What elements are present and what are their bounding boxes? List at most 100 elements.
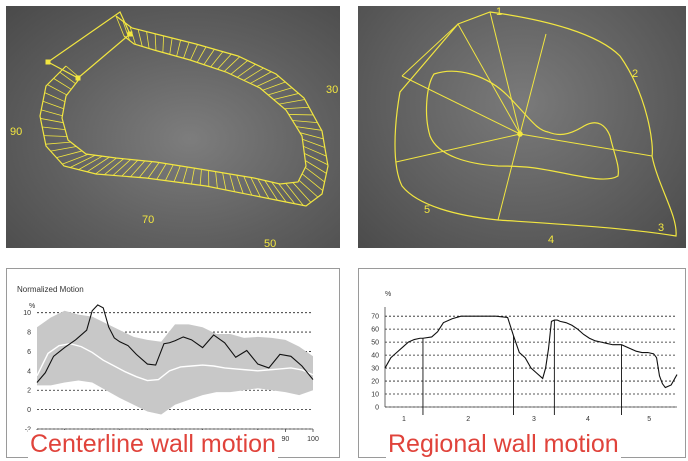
normal-range-band — [37, 310, 313, 415]
hatch-chord — [196, 46, 207, 63]
y-tick-label: 10 — [23, 310, 31, 317]
hatch-chord — [165, 164, 174, 181]
hatch-chord — [130, 160, 146, 178]
regional-motion-chart: % 0 10 20 30 40 50 60 70 1 2 3 4 5 — [358, 268, 686, 458]
hatch-chord — [156, 163, 167, 180]
anchor-point — [127, 31, 133, 37]
centerline-overlay — [39, 11, 329, 207]
hatch-chord — [43, 135, 68, 137]
x-tick-label: 100 — [307, 436, 319, 443]
caption-regional: Regional wall motion — [386, 430, 621, 458]
y-tick-label: -2 — [25, 427, 31, 434]
hatch-chord — [217, 53, 232, 70]
hatch-chord — [78, 155, 103, 171]
segment-label-2: 2 — [466, 416, 470, 423]
hatch-chord — [146, 31, 150, 49]
y-tick-label: 40 — [371, 353, 379, 360]
hatch-chord — [137, 29, 143, 47]
hatch-chord — [305, 167, 325, 183]
inner-contour — [425, 70, 619, 180]
valve-plane — [401, 23, 521, 135]
y-tick-label: 20 — [371, 379, 379, 386]
hatch-chord — [56, 150, 83, 159]
hatch-chord — [183, 42, 190, 59]
y-unit: % — [385, 291, 392, 298]
segment-label-30: 30 — [326, 84, 339, 96]
regional-motion-line — [384, 315, 678, 389]
hatch-chord — [222, 172, 227, 191]
hatch-chord — [190, 44, 198, 61]
hatch-chord — [304, 153, 328, 166]
hatch-chord — [191, 168, 195, 185]
segment-label-5: 5 — [647, 416, 651, 423]
normalized-motion-chart: Normalized Motion % -2024681001020304050… — [6, 268, 340, 458]
hatch-chord — [303, 145, 327, 157]
hatch-chord — [86, 156, 110, 173]
hatch-chord — [305, 160, 327, 174]
hatch-chord — [104, 158, 124, 175]
inner-contour — [61, 35, 307, 185]
segment-label-1: 1 — [402, 416, 406, 423]
hatch-chord — [147, 162, 160, 179]
region-label-1: 1 — [496, 6, 503, 18]
segment-label-50: 50 — [264, 238, 277, 248]
hatch-chord — [230, 60, 248, 75]
hatch-chord — [53, 78, 72, 90]
hatch-chord — [284, 106, 310, 110]
hatch-chord — [182, 166, 188, 184]
hatch-chord — [41, 109, 63, 117]
hatch-chord — [256, 75, 279, 87]
region-divider — [395, 133, 521, 163]
region-divider — [519, 133, 653, 157]
hatch-chord — [288, 114, 314, 116]
segment-label-3: 3 — [532, 416, 536, 423]
hatch-chord — [271, 181, 287, 203]
region-divider — [497, 133, 521, 221]
y-tick-label: 10 — [371, 392, 379, 399]
hatch-chord — [42, 126, 66, 130]
hatch-chord — [285, 183, 304, 206]
hatch-chord — [264, 180, 278, 201]
mean-line — [36, 342, 314, 382]
hatch-chord — [278, 99, 305, 105]
y-tick-label: 6 — [27, 349, 31, 356]
normalized-motion-plot: -202468100102030405060708090100 — [23, 304, 319, 443]
anchor-point — [75, 75, 81, 81]
hatch-chord — [299, 132, 324, 140]
y-tick-label: 30 — [371, 366, 379, 373]
y-tick-label: 60 — [371, 327, 379, 334]
region-divider — [489, 11, 521, 135]
hatch-chord — [229, 173, 235, 192]
hatch-chord — [243, 67, 264, 81]
y-tick-label: 0 — [375, 405, 379, 412]
hatch-chord — [298, 179, 319, 198]
region-divider — [519, 33, 547, 135]
hatch-chord — [121, 159, 139, 177]
segment-label-4: 4 — [586, 416, 590, 423]
hatch-chord — [215, 171, 218, 189]
centerline-angiogram: 90 70 30 50 — [6, 6, 340, 248]
region-label-2: 2 — [632, 68, 639, 80]
hatch-chord — [50, 146, 77, 152]
hatch-chord — [301, 173, 324, 191]
hatch-chord — [302, 138, 325, 148]
hatch-chord — [268, 87, 293, 96]
hatch-chord — [44, 92, 66, 103]
hatch-chord — [169, 37, 173, 55]
hatch-chord — [243, 176, 253, 196]
hatch-chord — [292, 182, 312, 203]
hatch-chord — [95, 157, 117, 175]
hatch-chord — [250, 71, 272, 84]
caption-centerline: Centerline wall motion — [28, 430, 278, 458]
hatch-chord — [69, 154, 96, 168]
region-label-3: 3 — [658, 222, 665, 234]
chart-title: Normalized Motion — [17, 285, 84, 294]
motion-line — [36, 304, 314, 383]
hatch-chord — [210, 51, 224, 68]
hatch-chord — [292, 120, 318, 124]
hatch-chord — [296, 126, 322, 131]
y-tick-label: 0 — [27, 407, 31, 414]
hatch-chord — [257, 178, 270, 199]
hatch-chord — [224, 56, 240, 72]
hatch-chord — [59, 71, 76, 84]
